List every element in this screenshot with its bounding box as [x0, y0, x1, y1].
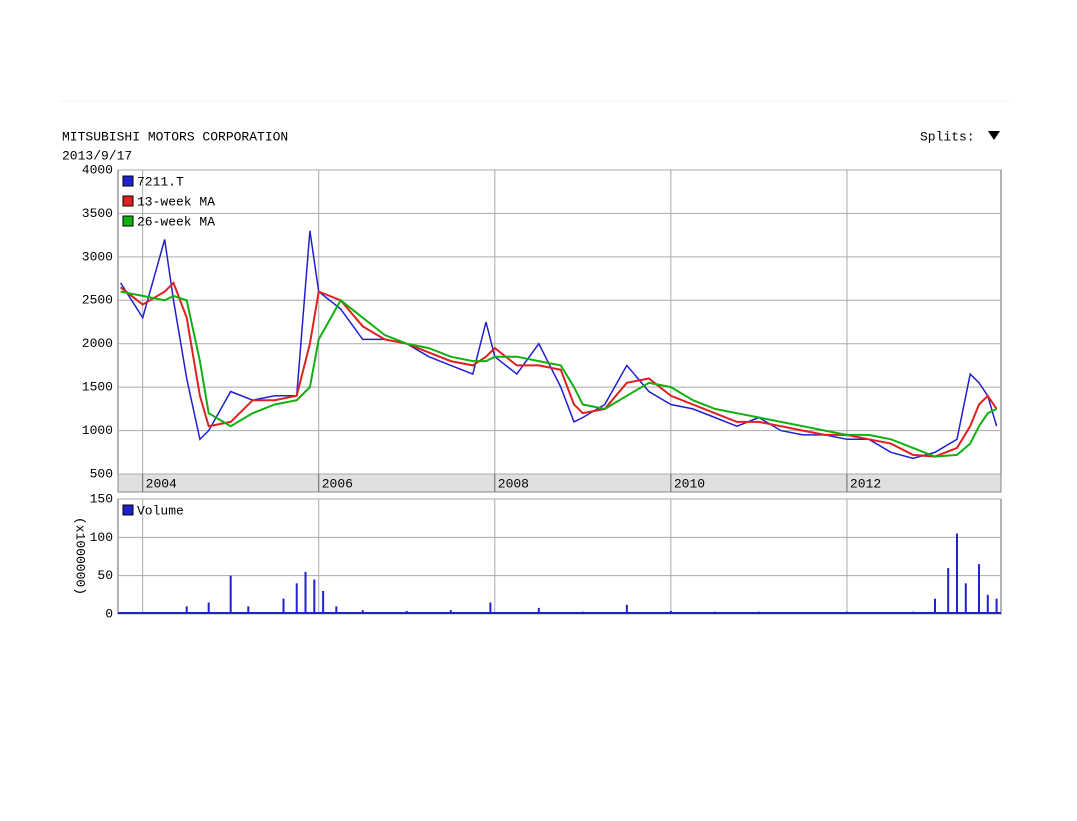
- volume-bar: [995, 598, 998, 614]
- volume-bar: [977, 564, 980, 614]
- y-tick-label: 3500: [82, 206, 113, 221]
- volume-bar: [304, 571, 307, 614]
- x-tick-label: 2008: [498, 476, 529, 491]
- volume-bar: [282, 598, 285, 614]
- volume-bar: [229, 575, 232, 614]
- y-tick-label: 1000: [82, 423, 113, 438]
- volume-bar: [947, 568, 950, 614]
- chart-date: 2013/9/17: [62, 148, 132, 163]
- plot-area: [117, 169, 1002, 475]
- y-tick-label: 2500: [82, 293, 113, 308]
- y-tick-label: 4000: [82, 162, 113, 177]
- volume-bar: [537, 607, 540, 614]
- volume-bar: [313, 579, 316, 614]
- x-tick-label: 2006: [322, 476, 353, 491]
- price-line: [119, 281, 998, 458]
- volume-bar: [933, 598, 936, 614]
- chart-title: MITSUBISHI MOTORS CORPORATION: [62, 129, 288, 144]
- x-tick-label: 2012: [850, 476, 881, 491]
- legend-swatch: [122, 215, 134, 227]
- volume-bar: [964, 583, 967, 614]
- y-tick-label: 0: [105, 606, 113, 621]
- y-tick-label: 150: [90, 491, 113, 506]
- volume-bar: [986, 594, 989, 614]
- y-tick-label: 1500: [82, 380, 113, 395]
- volume-bar: [185, 606, 188, 614]
- volume-bar: [335, 606, 338, 614]
- plot-area: [117, 498, 1002, 615]
- y-tick-label: 3000: [82, 249, 113, 264]
- splits-arrow[interactable]: [988, 131, 1000, 140]
- y-tick-label: 2000: [82, 336, 113, 351]
- volume-bar: [489, 602, 492, 614]
- volume-bar: [625, 604, 628, 614]
- volume-bar: [295, 583, 298, 614]
- legend-label: 7211.T: [137, 174, 184, 189]
- y-tick-label: 50: [97, 568, 113, 583]
- legend-swatch: [122, 195, 134, 207]
- x-tick-label: 2004: [146, 476, 177, 491]
- volume-bar: [322, 591, 325, 614]
- splits-label[interactable]: Splits:: [920, 129, 975, 144]
- price-line: [119, 230, 998, 460]
- y-tick-label: 500: [90, 466, 113, 481]
- volume-bar: [955, 533, 958, 614]
- y-axis-label: (x1000000): [73, 517, 88, 595]
- volume-bar: [247, 606, 250, 614]
- legend-swatch: [122, 175, 134, 187]
- legend-label: Volume: [137, 503, 184, 518]
- y-tick-label: 100: [90, 530, 113, 545]
- legend-label: 13-week MA: [137, 194, 215, 209]
- legend-swatch: [122, 504, 134, 516]
- x-tick-label: 2010: [674, 476, 705, 491]
- legend-label: 26-week MA: [137, 214, 215, 229]
- volume-bar: [207, 602, 210, 614]
- price-line: [120, 290, 998, 458]
